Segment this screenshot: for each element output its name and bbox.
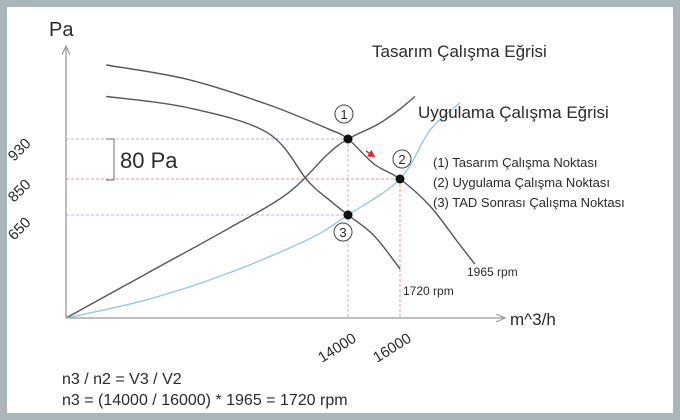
y-axis-label: Pa — [49, 19, 74, 41]
formula-result: n3 = (14000 / 16000) * 1965 = 1720 rpm — [62, 392, 348, 409]
y-tick-label-850: 850 — [5, 176, 35, 206]
operating-point-3 — [343, 210, 353, 220]
point-badge-text-2: 2 — [398, 152, 405, 167]
apply-curve-label: Uygulama Çalışma Eğrisi — [418, 103, 609, 122]
apply-curve — [65, 102, 461, 319]
fan-curve-1965 — [106, 64, 476, 265]
point-badge-text-1: 1 — [340, 107, 347, 122]
formula-ratio: n3 / n2 = V3 / V2 — [62, 371, 182, 388]
x-tick-label-16000: 16000 — [370, 330, 414, 367]
y-tick-label-930: 930 — [5, 135, 35, 165]
point-badge-1 — [334, 104, 354, 124]
point-badge-2 — [392, 149, 412, 169]
legend-item-2: (2) Uygulama Çalışma Noktası — [433, 175, 610, 190]
fan-curve-1720-label: 1720 rpm — [403, 284, 454, 298]
x-axis-label: m^3/h — [510, 310, 556, 329]
legend-item-1: (1) Tasarım Çalışma Noktası — [433, 155, 597, 170]
x-tick-label-14000: 14000 — [315, 330, 359, 367]
point-badge-text-3: 3 — [339, 225, 346, 240]
y-tick-label-650: 650 — [5, 214, 35, 244]
delta-label: 80 Pa — [120, 148, 178, 173]
delta-bracket — [106, 138, 115, 181]
operating-point-1 — [343, 134, 353, 144]
point-badge-3 — [333, 222, 353, 242]
shift-arrow — [365, 149, 376, 158]
design-curve — [65, 95, 416, 319]
fan-curve-1720 — [106, 95, 401, 270]
design-curve-label: Tasarım Çalışma Eğrisi — [372, 42, 547, 61]
legend-item-3: (3) TAD Sonrası Çalışma Noktası — [433, 195, 625, 210]
fan-curve-1965-label: 1965 rpm — [467, 265, 518, 279]
operating-point-2 — [395, 174, 405, 184]
